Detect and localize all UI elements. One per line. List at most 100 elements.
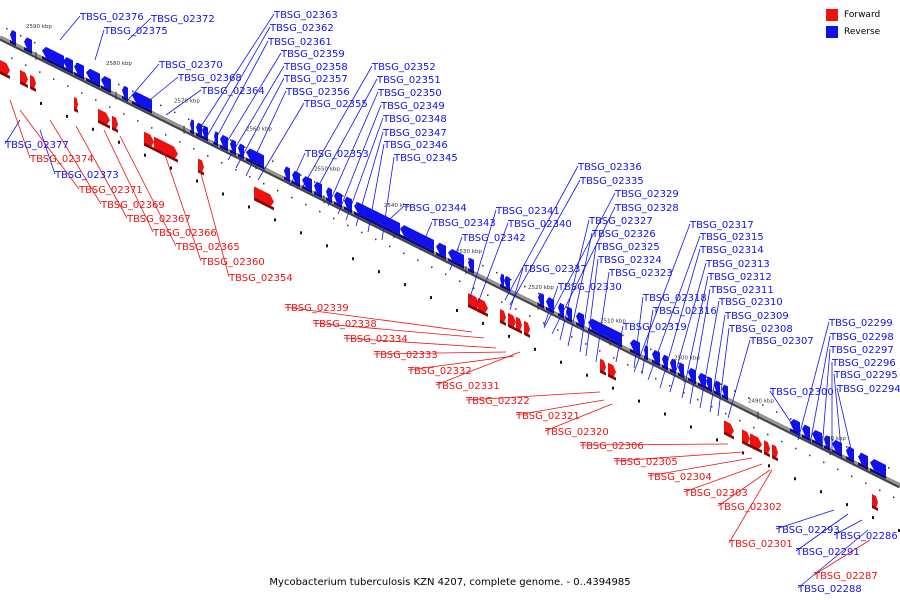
reverse-gene-leader [681, 275, 709, 399]
track-dot [314, 181, 316, 183]
gene-body [238, 143, 244, 157]
forward-gene-leader [9, 99, 31, 159]
track-dot [501, 301, 503, 303]
track-mark [222, 192, 224, 196]
reverse-gene-label: TBSG_02330 [557, 282, 622, 293]
reverse-gene-leader [833, 373, 843, 459]
track-dot [510, 278, 512, 281]
reverse-gene-leader [165, 89, 202, 116]
forward-gene-label: TBSG_02304 [647, 472, 712, 483]
reverse-gene-label: TBSG_02370 [158, 60, 223, 71]
reverse-gene [576, 312, 584, 329]
reverse-gene [448, 248, 464, 269]
track-mark [274, 218, 276, 222]
track-dot [132, 90, 134, 93]
track-dot [720, 383, 722, 385]
forward-gene [772, 444, 778, 462]
kbp-tick-label: 2490 kbp [748, 398, 774, 404]
reverse-gene-label: TBSG_02356 [285, 87, 350, 98]
reverse-gene [706, 376, 712, 393]
gene-body [24, 37, 32, 51]
gene-edge [714, 390, 720, 397]
reverse-gene-leader [633, 223, 691, 373]
reverse-swatch [826, 26, 838, 38]
gene-edge [802, 434, 810, 442]
kbp-tick-label: 2560 kbp [246, 126, 272, 132]
gene-edge [354, 211, 400, 238]
reverse-gene-leader [419, 221, 433, 251]
track-mark [144, 153, 146, 157]
forward-gene-leader [647, 457, 753, 477]
track-dot [305, 203, 307, 206]
track-mark [66, 114, 68, 118]
reverse-gene-label: TBSG_02373 [54, 170, 119, 181]
track-dot [809, 454, 811, 457]
track-dot [188, 118, 190, 121]
gene-edge [812, 439, 822, 448]
reverse-gene-leader [709, 314, 726, 413]
reverse-gene-leader [669, 262, 707, 393]
reverse-gene-label: TBSG_02364 [200, 86, 265, 97]
reverse-gene-leader [633, 296, 644, 369]
reverse-gene-label: TBSG_02336 [577, 162, 642, 173]
track-dot [389, 245, 391, 248]
gene-edge [872, 505, 878, 512]
gene-body [724, 420, 734, 437]
forward-gene [742, 429, 750, 448]
reverse-gene [24, 37, 32, 54]
track-dot [207, 155, 209, 157]
gene-edge [504, 285, 510, 292]
forward-gene-label: TBSG_02334 [343, 334, 408, 345]
track-mark [820, 490, 822, 494]
gene-body [154, 136, 178, 160]
gene-body [742, 429, 750, 445]
reverse-gene-label: TBSG_02318 [642, 293, 707, 304]
forward-gene [524, 320, 530, 338]
forward-gene-label: TBSG_02360 [200, 257, 265, 268]
legend-item-forward: Forward [826, 8, 892, 22]
track-dot [361, 231, 363, 234]
forward-gene-label: TBSG_02365 [175, 242, 240, 253]
reverse-gene-leader [769, 390, 801, 437]
gene-body [722, 384, 728, 398]
track-mark [456, 308, 458, 312]
forward-gene [30, 74, 36, 92]
reverse-gene [302, 176, 312, 194]
reverse-gene-label: TBSG_02325 [595, 242, 660, 253]
track-dot [25, 64, 27, 66]
gene-body [698, 372, 706, 387]
reverse-gene-leader [337, 104, 382, 215]
track-dot [627, 364, 629, 366]
reverse-gene [468, 258, 474, 274]
gene-edge [608, 373, 616, 381]
reverse-gene-leader [4, 119, 21, 145]
reverse-gene-label: TBSG_02291 [795, 547, 860, 558]
reverse-gene-leader [579, 245, 597, 353]
reverse-gene-leader [289, 152, 306, 187]
track-dot [655, 378, 657, 380]
forward-gene [112, 115, 118, 133]
track-dot [118, 83, 120, 86]
gene-body [10, 30, 16, 43]
forward-gene-label: TBSG_02302 [717, 502, 782, 513]
forward-gene-label: TBSG_02303 [683, 488, 748, 499]
reverse-gene [190, 119, 194, 135]
gene-body [202, 125, 208, 139]
reverse-gene-label: TBSG_02297 [829, 345, 894, 356]
forward-gene-label: TBSG_02332 [407, 366, 472, 377]
gene-edge [42, 55, 64, 70]
track-dot [767, 433, 769, 436]
forward-gene-leader [103, 129, 154, 233]
reverse-gene [870, 459, 886, 480]
forward-gene [254, 186, 274, 211]
forward-gene-label: TBSG_02369 [100, 200, 165, 211]
kbp-tick-label: 2510 kbp [600, 319, 626, 325]
gene-body [824, 435, 830, 449]
forward-gene-label: TBSG_02338 [312, 319, 377, 330]
reverse-gene-leader [205, 26, 271, 139]
reverse-gene-label: TBSG_02315 [699, 232, 764, 243]
reverse-gene-leader [509, 267, 524, 311]
forward-gene-leader [312, 322, 485, 339]
reverse-gene-leader [245, 90, 287, 177]
reverse-gene-label: TBSG_02335 [579, 176, 644, 187]
